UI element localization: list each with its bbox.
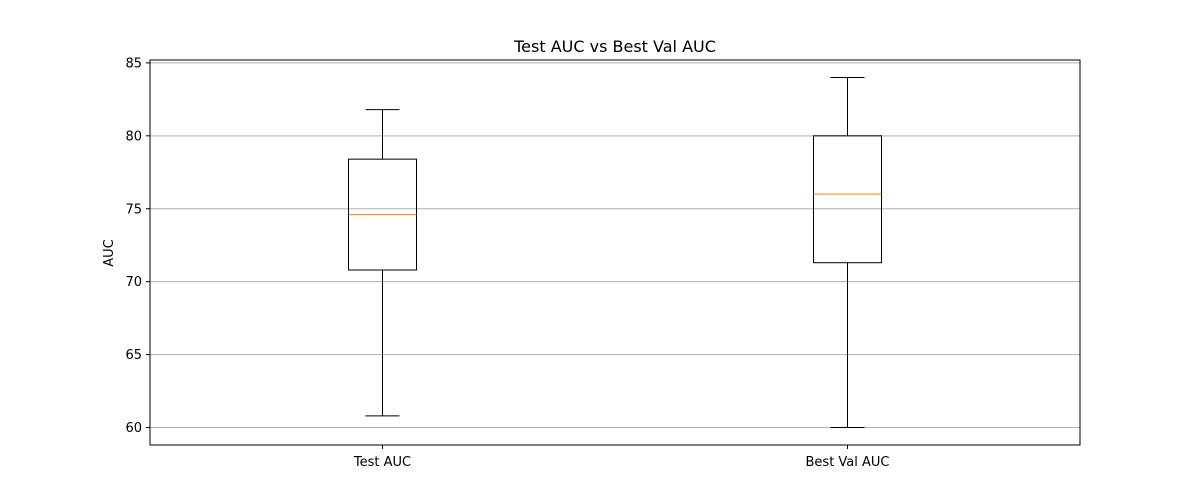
y-axis-label: AUC xyxy=(102,239,117,267)
y-tick-label: 70 xyxy=(125,275,142,290)
x-tick-label: Best Val AUC xyxy=(806,455,890,470)
x-tick-label: Test AUC xyxy=(353,455,411,470)
y-tick-label: 65 xyxy=(125,348,142,363)
y-tick-label: 75 xyxy=(125,202,142,217)
grid-layer xyxy=(150,62,1080,428)
tick-layer: 60 65 70 75 80 85 Test AUC Best Val AUC xyxy=(125,56,889,470)
box-group-best-val-auc xyxy=(813,77,882,428)
chart-title: Test AUC vs Best Val AUC xyxy=(513,37,716,56)
plot-area-frame xyxy=(149,59,1081,446)
y-tick-label: 60 xyxy=(125,421,142,436)
box-layer xyxy=(348,77,882,428)
y-tick-label: 80 xyxy=(125,129,142,144)
iqr-box xyxy=(813,135,882,264)
box-group-test-auc xyxy=(348,109,417,417)
y-tick-label: 85 xyxy=(125,56,142,71)
